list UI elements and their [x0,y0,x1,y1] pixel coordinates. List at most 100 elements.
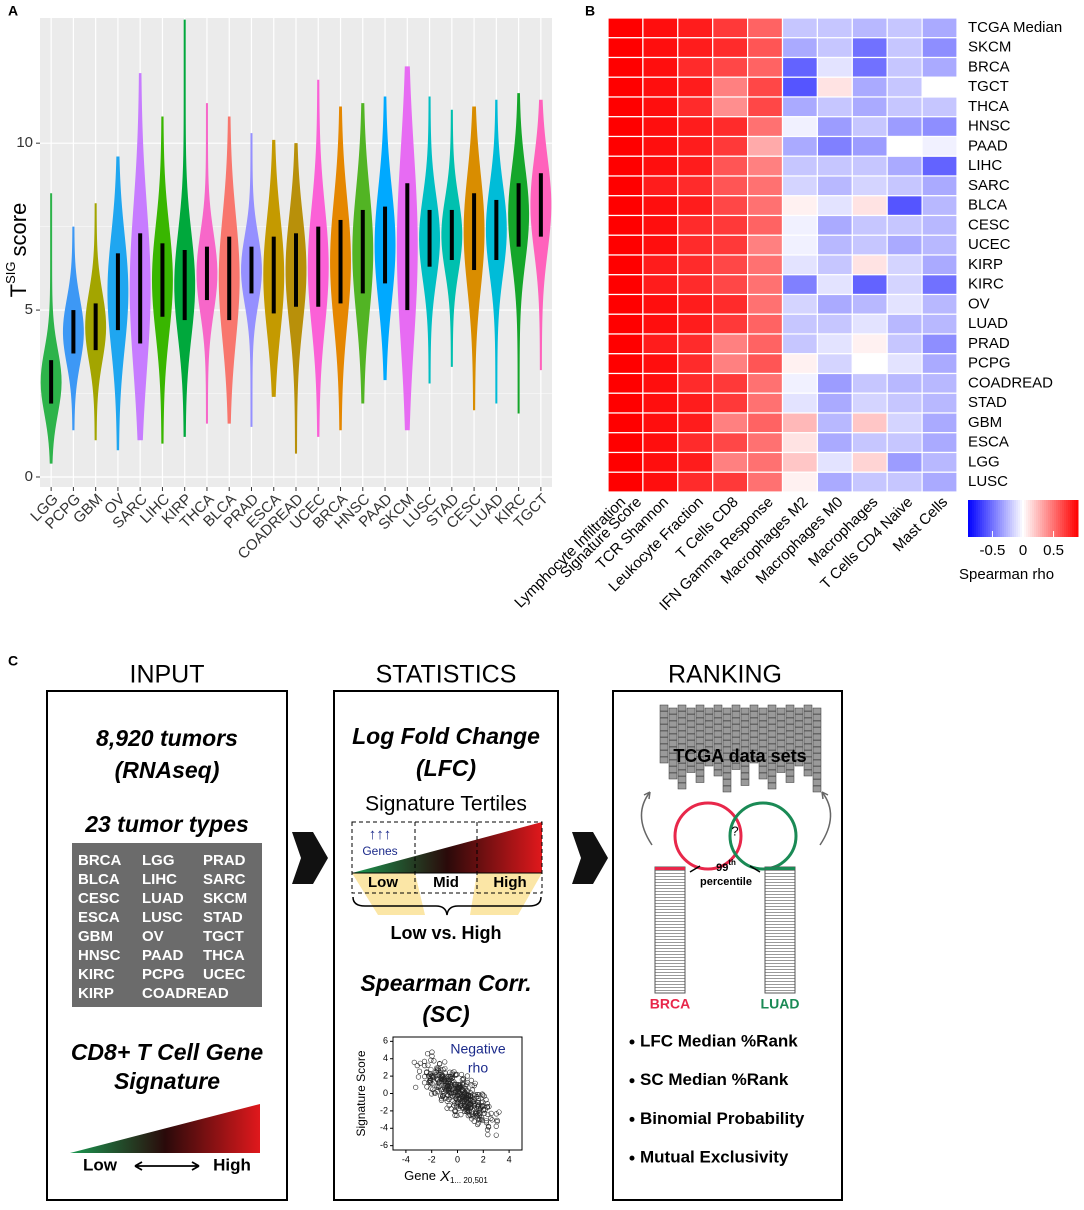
heatmap-cell [677,37,714,59]
scatter-dot-illustration [479,1115,485,1121]
arrow [643,791,651,800]
heatmap-cell [886,274,923,296]
heatmap-cell [642,37,679,59]
x-axis-label: X [439,1168,451,1185]
tile [704,740,714,747]
heatmap-cell [746,234,784,256]
heatmap-cell [607,116,644,138]
scatter-dot-illustration [468,1077,474,1083]
colorbar-segment [1048,500,1051,537]
scatter-dot-illustration [484,1127,491,1133]
colorbar-segment [1034,500,1037,537]
heatmap-cell [921,37,958,59]
colorbar-segment [976,500,979,537]
scatter-dot-illustration [463,1081,470,1087]
heatmap-cell [712,116,749,138]
tile [713,756,723,764]
scatter-dot-illustration [462,1092,468,1098]
tile [767,756,777,764]
heatmap-cell [816,37,853,59]
colorbar-segment [1074,500,1077,537]
heatmap-cell [677,471,714,493]
iqr-bar [294,233,298,307]
scatter-dot-illustration [481,1093,487,1099]
colorbar-tick-label: -0.5 [980,542,1006,559]
tile [659,711,669,718]
colorbar-segment [970,500,973,537]
tile [803,763,813,770]
tile [740,759,750,767]
colorbar-segment [1044,500,1047,537]
heatmap-cell [712,155,749,177]
scatter-dot-illustration [424,1069,430,1075]
heatmap-cell [642,471,679,493]
heatmap-cell [816,214,853,236]
scatter-dot-illustration [442,1059,448,1065]
heatmap-cell [642,96,679,118]
tile [668,753,678,760]
heatmap-cell [712,293,749,315]
tile [677,717,687,725]
iqr-bar [516,183,521,247]
text: Low [368,874,398,891]
text: Signature Tertiles [365,793,527,816]
heatmap-cell [677,353,714,375]
heatmap-cell [851,76,888,98]
scatter-illustration: -4 -2 0 2 4 -6 -4 -2 0 2 4 6 Signature Score Gene X1..… [354,1036,523,1185]
tumor-type: PRAD [203,852,246,869]
heatmap-cell [886,372,923,394]
tumor-grid: BRCA LGG PRAD BLCA LIHC SARC CESC LUAD SKCM ESCA L… [78,852,247,1002]
heatmap-cell [607,392,644,414]
tile [758,740,768,747]
tile [722,714,732,721]
tile [803,717,813,725]
scatter-dot-illustration [444,1098,450,1104]
tile [803,737,813,744]
heatmap-cell [642,155,679,177]
heatmap-cell [746,254,784,276]
scatter-dot-illustration [454,1112,460,1119]
tile [749,730,759,738]
heatmap-cell [921,17,958,39]
tile [749,711,759,718]
colorbar-segment [1066,500,1069,537]
tile [704,720,714,728]
tumor-type: GBM [78,928,113,945]
scatter-dot-illustration [479,1116,485,1122]
tile [740,707,750,715]
heatmap-cell [816,432,853,454]
colorbar-segment [1076,500,1079,537]
heatmap-cell [921,392,958,414]
heatmap-cell [886,17,923,39]
tile [704,753,714,760]
tile [695,704,705,712]
row-label: PRAD [968,335,1010,352]
tile [758,753,768,760]
shade [470,873,542,915]
arrow [819,791,832,846]
x-tick-label: 0 [455,1154,460,1164]
tile [686,733,696,741]
heatmap-cell [677,175,714,197]
heatmap-cell [607,155,644,177]
tile [731,763,741,770]
box [333,690,559,1201]
colorbar-segment [1036,500,1039,537]
scatter-dot-illustration [434,1066,441,1073]
tile [776,759,786,767]
heatmap-cell [642,353,679,375]
scatter-dot-illustration [493,1123,499,1129]
heatmap-cell [851,135,888,157]
row-label: BRCA [968,58,1010,75]
tile [668,707,678,715]
scatter-dot-illustration [417,1060,423,1066]
header: RANKING [668,661,782,689]
scatter-dot-illustration [454,1092,460,1098]
iqr-bar [93,303,98,351]
scatter-dot-illustration [442,1075,448,1082]
heatmap-cell [851,313,888,335]
heatmap-cell [921,155,958,177]
tile [803,730,813,738]
tile [740,772,750,780]
heatmap-cell [886,76,923,98]
